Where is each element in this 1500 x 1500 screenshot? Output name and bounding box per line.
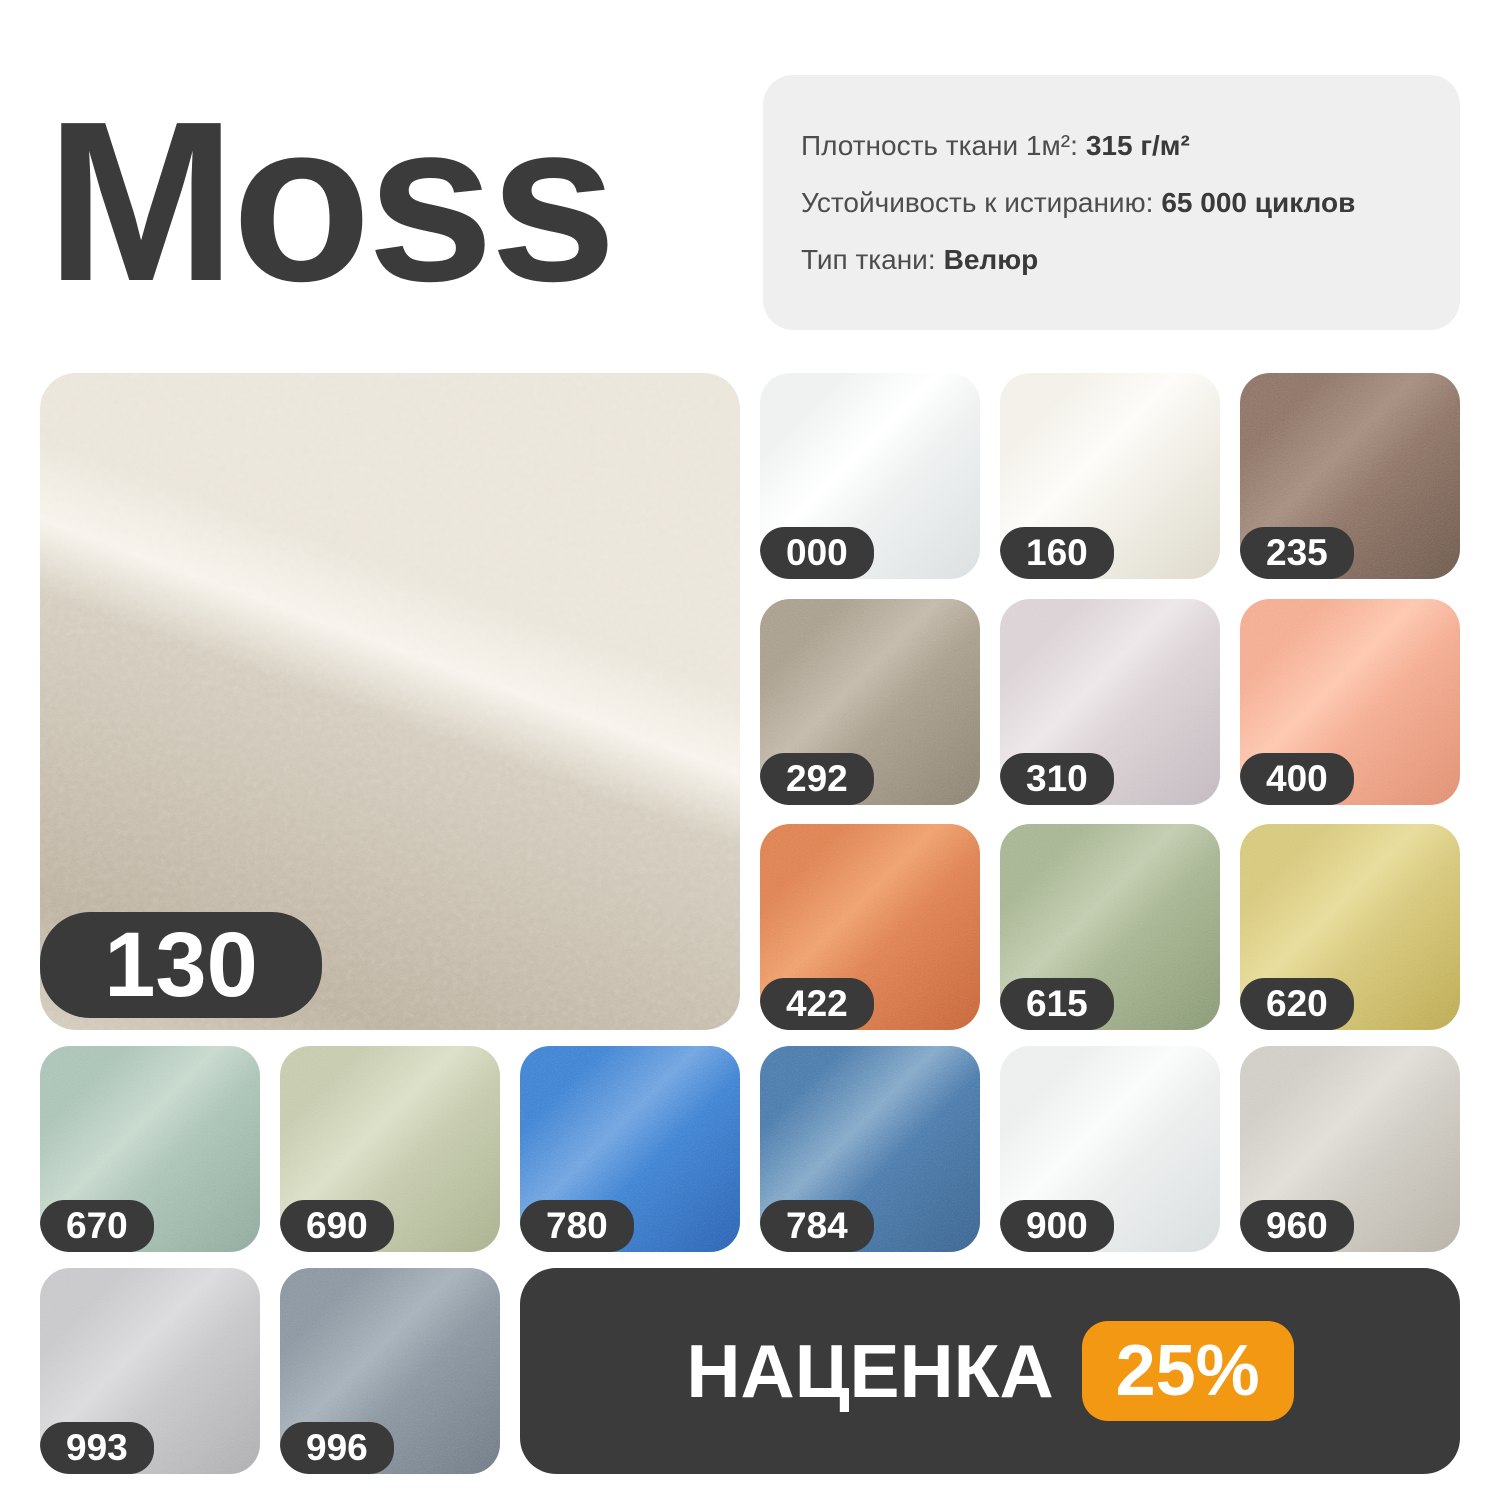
swatch-code-badge: 690 bbox=[280, 1200, 394, 1252]
swatch-code-badge: 615 bbox=[1000, 978, 1114, 1030]
fabric-swatch: 690 bbox=[280, 1046, 500, 1252]
promo-box: НАЦЕНКА 25% bbox=[520, 1268, 1460, 1474]
swatch-code-badge: 235 bbox=[1240, 527, 1354, 579]
swatch-code-badge: 784 bbox=[760, 1200, 874, 1252]
fabric-swatch: 400 bbox=[1240, 599, 1460, 805]
swatch-code-badge: 620 bbox=[1240, 978, 1354, 1030]
fabric-swatch: 310 bbox=[1000, 599, 1220, 805]
swatch-code-badge: 780 bbox=[520, 1200, 634, 1252]
swatch-code-badge: 422 bbox=[760, 978, 874, 1030]
swatch-code-label: 235 bbox=[1266, 532, 1328, 573]
swatch-code-badge: 000 bbox=[760, 527, 874, 579]
swatch-code-badge: 670 bbox=[40, 1200, 154, 1252]
swatch-code-badge: 900 bbox=[1000, 1200, 1114, 1252]
swatch-code-label: 670 bbox=[66, 1205, 128, 1246]
main-swatch-code-badge: 130 bbox=[40, 912, 322, 1018]
swatch-code-label: 900 bbox=[1026, 1205, 1088, 1246]
fabric-swatch: 996 bbox=[280, 1268, 500, 1474]
swatch-code-badge: 960 bbox=[1240, 1200, 1354, 1252]
spec-value: 65 000 циклов bbox=[1161, 186, 1356, 218]
swatch-code-badge: 160 bbox=[1000, 527, 1114, 579]
spec-card: Плотность ткани 1м²: 315 г/м² Устойчивост… bbox=[763, 75, 1460, 330]
fabric-swatch: 422 bbox=[760, 824, 980, 1030]
swatch-code-label: 996 bbox=[306, 1427, 368, 1468]
fabric-swatch: 620 bbox=[1240, 824, 1460, 1030]
fabric-swatch: 670 bbox=[40, 1046, 260, 1252]
swatch-code-label: 780 bbox=[546, 1205, 608, 1246]
spec-label: Устойчивость к истиранию: bbox=[801, 186, 1154, 218]
fabric-swatch: 784 bbox=[760, 1046, 980, 1252]
swatch-code-label: 310 bbox=[1026, 758, 1088, 799]
spec-label: Тип ткани: bbox=[801, 243, 936, 275]
promo-badge: 25% bbox=[1081, 1321, 1294, 1421]
spec-label: Плотность ткани 1м²: bbox=[801, 129, 1078, 161]
swatch-code-badge: 996 bbox=[280, 1422, 394, 1474]
fabric-swatch: 160 bbox=[1000, 373, 1220, 579]
swatch-code-label: 960 bbox=[1266, 1205, 1328, 1246]
swatch-code-badge: 400 bbox=[1240, 753, 1354, 805]
fabric-swatch: 993 bbox=[40, 1268, 260, 1474]
spec-line-density: Плотность ткани 1м²: 315 г/м² bbox=[801, 128, 1460, 164]
swatch-code-label: 993 bbox=[66, 1427, 128, 1468]
swatch-code-badge: 993 bbox=[40, 1422, 154, 1474]
spec-line-type: Тип ткани: Велюр bbox=[801, 242, 1460, 278]
swatch-code-label: 422 bbox=[786, 983, 848, 1024]
spec-value: 315 г/м² bbox=[1085, 129, 1190, 161]
main-swatch-code-label: 130 bbox=[104, 913, 258, 1016]
fabric-swatch: 292 bbox=[760, 599, 980, 805]
promo-label: НАЦЕНКА bbox=[686, 1329, 1054, 1413]
swatch-code-label: 615 bbox=[1026, 983, 1088, 1024]
swatch-code-label: 000 bbox=[786, 532, 848, 573]
fabric-swatch: 000 bbox=[760, 373, 980, 579]
main-swatch: 130 bbox=[40, 373, 740, 1030]
swatch-code-badge: 292 bbox=[760, 753, 874, 805]
fabric-swatch: 900 bbox=[1000, 1046, 1220, 1252]
fabric-swatch: 235 bbox=[1240, 373, 1460, 579]
swatch-code-label: 620 bbox=[1266, 983, 1328, 1024]
swatch-code-badge: 310 bbox=[1000, 753, 1114, 805]
promo-badge-value: 25% bbox=[1115, 1331, 1260, 1411]
swatch-code-label: 160 bbox=[1026, 532, 1088, 573]
swatch-code-label: 690 bbox=[306, 1205, 368, 1246]
swatch-code-label: 400 bbox=[1266, 758, 1328, 799]
fabric-swatch: 615 bbox=[1000, 824, 1220, 1030]
spec-value: Велюр bbox=[943, 243, 1039, 275]
swatch-code-label: 292 bbox=[786, 758, 848, 799]
fabric-swatch: 780 bbox=[520, 1046, 740, 1252]
fabric-name-title: Moss bbox=[46, 75, 617, 329]
fabric-swatch: 960 bbox=[1240, 1046, 1460, 1252]
swatch-code-label: 784 bbox=[786, 1205, 848, 1246]
spec-line-abrasion: Устойчивость к истиранию: 65 000 циклов bbox=[801, 185, 1460, 221]
